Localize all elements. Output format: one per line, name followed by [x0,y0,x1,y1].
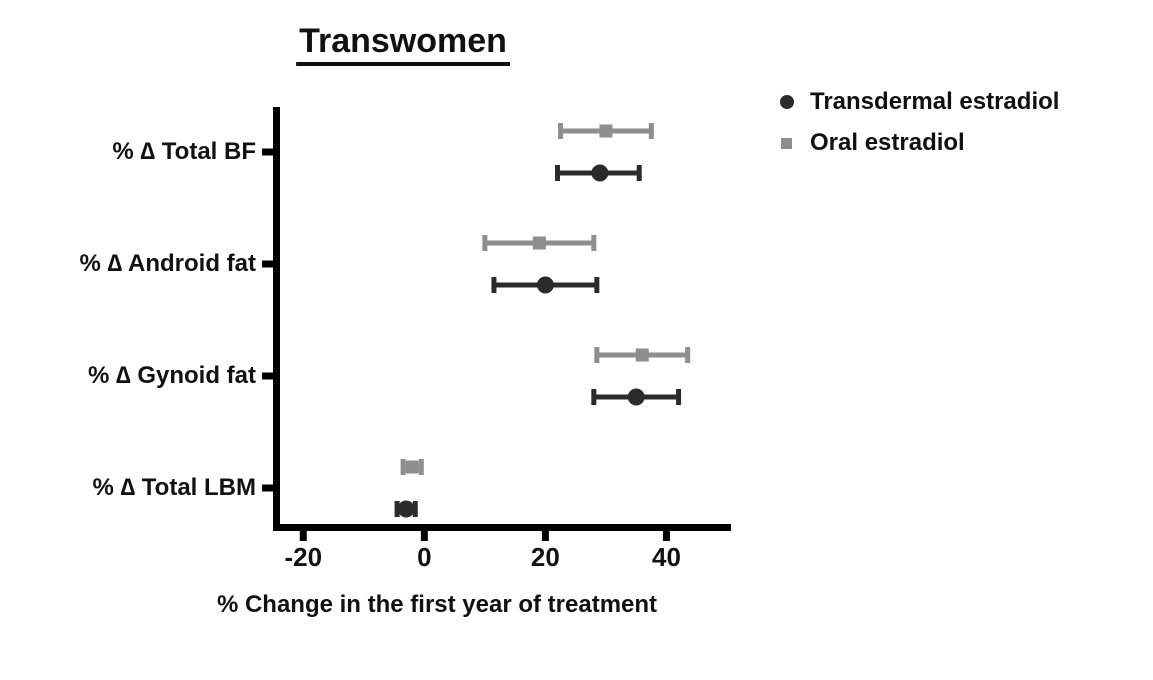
legend-item-transdermal: Transdermal estradiol [779,88,1059,116]
legend-label: Transdermal estradiol [810,88,1060,115]
x-tick-label: 40 [651,542,681,572]
y-tick [262,260,273,268]
data-point [532,236,546,250]
square-marker-icon [781,137,792,149]
data-point [397,500,415,518]
circle-marker-icon [779,95,794,109]
x-tick [299,531,307,541]
x-tick-label: -20 [284,542,323,572]
data-point [536,276,554,294]
y-category-label: % ∆ Total LBM [92,474,256,501]
data-point [599,124,613,138]
y-tick [262,372,273,380]
legend-item-oral: Oral estradiol [779,129,1059,157]
y-tick [262,484,273,492]
y-category-label: % ∆ Android fat [79,250,256,277]
legend-label: Oral estradiol [810,129,965,156]
x-tick [420,531,428,541]
legend: Transdermal estradiol Oral estradiol [779,88,1059,157]
y-category-label: % ∆ Total BF [112,138,256,165]
x-tick [541,531,549,541]
data-point [591,164,609,182]
y-tick [262,148,273,156]
x-axis-line [273,524,731,531]
data-point [405,460,419,474]
x-tick-label: 20 [530,542,560,572]
y-axis-line [273,107,280,531]
x-tick-label: 0 [417,542,432,572]
data-point [627,388,645,406]
chart-title: Transwomen [296,22,510,66]
x-axis-title: % Change in the first year of treatment [216,591,658,618]
x-tick [662,531,670,541]
y-category-label: % ∆ Gynoid fat [87,362,256,389]
data-point [635,348,649,362]
